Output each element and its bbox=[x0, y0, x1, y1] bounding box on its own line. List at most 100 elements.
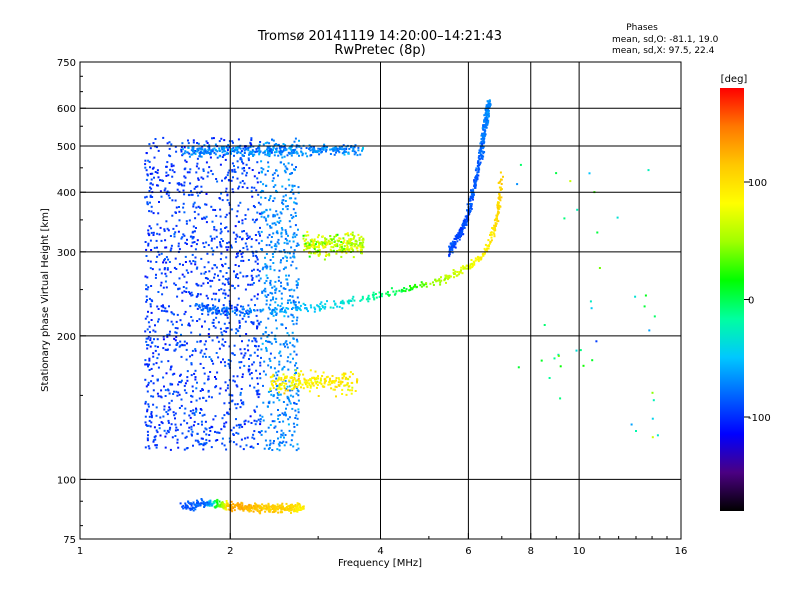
data-point bbox=[295, 369, 297, 372]
data-point bbox=[212, 502, 215, 505]
data-point bbox=[212, 501, 215, 503]
data-point bbox=[287, 234, 289, 237]
data-point bbox=[219, 228, 222, 231]
data-point bbox=[241, 153, 244, 156]
data-point bbox=[181, 273, 184, 276]
data-point bbox=[258, 152, 261, 155]
data-point bbox=[271, 511, 274, 514]
data-point bbox=[151, 341, 154, 344]
data-point bbox=[294, 235, 297, 238]
data-point bbox=[204, 203, 207, 206]
data-point bbox=[243, 507, 246, 510]
data-point bbox=[250, 298, 253, 301]
data-point bbox=[218, 197, 221, 199]
data-point bbox=[233, 165, 235, 167]
data-point bbox=[457, 236, 459, 239]
data-point bbox=[149, 195, 152, 198]
data-point bbox=[273, 222, 276, 225]
data-point bbox=[395, 290, 398, 293]
data-point bbox=[473, 180, 476, 183]
data-point bbox=[214, 298, 217, 301]
data-point bbox=[191, 319, 194, 322]
data-point bbox=[149, 194, 152, 197]
data-point bbox=[367, 297, 370, 300]
data-point bbox=[286, 403, 289, 406]
data-point bbox=[145, 385, 148, 388]
data-point bbox=[480, 147, 483, 150]
data-point bbox=[274, 510, 277, 513]
data-point bbox=[477, 256, 480, 259]
data-point bbox=[199, 150, 202, 153]
data-point bbox=[299, 309, 302, 312]
data-point bbox=[651, 417, 654, 420]
data-point bbox=[222, 292, 225, 295]
data-point bbox=[485, 117, 488, 120]
data-point bbox=[241, 160, 243, 163]
data-point bbox=[201, 437, 204, 440]
data-point bbox=[207, 375, 210, 378]
data-point bbox=[240, 438, 243, 441]
data-point bbox=[224, 364, 227, 367]
data-point bbox=[150, 205, 153, 208]
data-point bbox=[186, 506, 189, 509]
data-point bbox=[412, 285, 415, 288]
data-point bbox=[483, 133, 486, 136]
data-point bbox=[477, 161, 480, 164]
data-point bbox=[152, 329, 155, 332]
data-point bbox=[289, 376, 292, 379]
x-tick-label: 10 bbox=[573, 546, 586, 557]
data-point bbox=[203, 506, 206, 508]
data-point bbox=[205, 161, 208, 164]
data-point bbox=[241, 255, 244, 258]
data-point bbox=[272, 145, 275, 148]
data-point bbox=[319, 147, 322, 150]
data-point bbox=[160, 239, 163, 242]
data-point bbox=[469, 267, 472, 270]
data-point bbox=[336, 305, 339, 308]
data-point bbox=[288, 400, 291, 403]
data-point bbox=[175, 335, 178, 338]
data-point bbox=[283, 149, 286, 152]
data-point bbox=[270, 313, 273, 315]
data-point bbox=[280, 285, 283, 288]
data-point bbox=[230, 400, 233, 403]
data-point bbox=[240, 388, 243, 390]
data-point bbox=[202, 448, 205, 451]
data-point bbox=[477, 156, 480, 159]
data-point bbox=[489, 102, 491, 105]
data-point bbox=[651, 391, 654, 394]
data-point bbox=[350, 247, 353, 250]
data-point bbox=[193, 413, 196, 416]
data-point bbox=[286, 343, 289, 346]
data-point bbox=[451, 243, 454, 246]
data-point bbox=[163, 405, 166, 408]
data-point bbox=[473, 263, 476, 266]
data-point bbox=[302, 234, 305, 237]
data-point bbox=[250, 505, 253, 508]
y-tick-label: 500 bbox=[57, 142, 76, 153]
data-point bbox=[195, 171, 198, 174]
data-point bbox=[192, 203, 195, 206]
data-point bbox=[485, 104, 488, 107]
data-point bbox=[149, 345, 152, 348]
data-point bbox=[237, 220, 240, 223]
data-point bbox=[452, 271, 455, 274]
data-point bbox=[450, 245, 453, 248]
data-point bbox=[212, 137, 215, 140]
data-point bbox=[289, 394, 292, 397]
data-point bbox=[647, 169, 650, 172]
data-point bbox=[482, 152, 485, 155]
data-point bbox=[162, 306, 165, 309]
data-point bbox=[148, 325, 151, 328]
data-point bbox=[258, 322, 261, 325]
data-point bbox=[230, 304, 233, 307]
data-point bbox=[178, 263, 181, 266]
data-point bbox=[273, 154, 276, 157]
data-point bbox=[149, 305, 152, 308]
data-point bbox=[154, 438, 157, 441]
data-point bbox=[289, 384, 292, 387]
data-point bbox=[202, 500, 205, 503]
data-point bbox=[167, 421, 170, 424]
data-point bbox=[231, 510, 234, 513]
data-point bbox=[166, 161, 169, 164]
